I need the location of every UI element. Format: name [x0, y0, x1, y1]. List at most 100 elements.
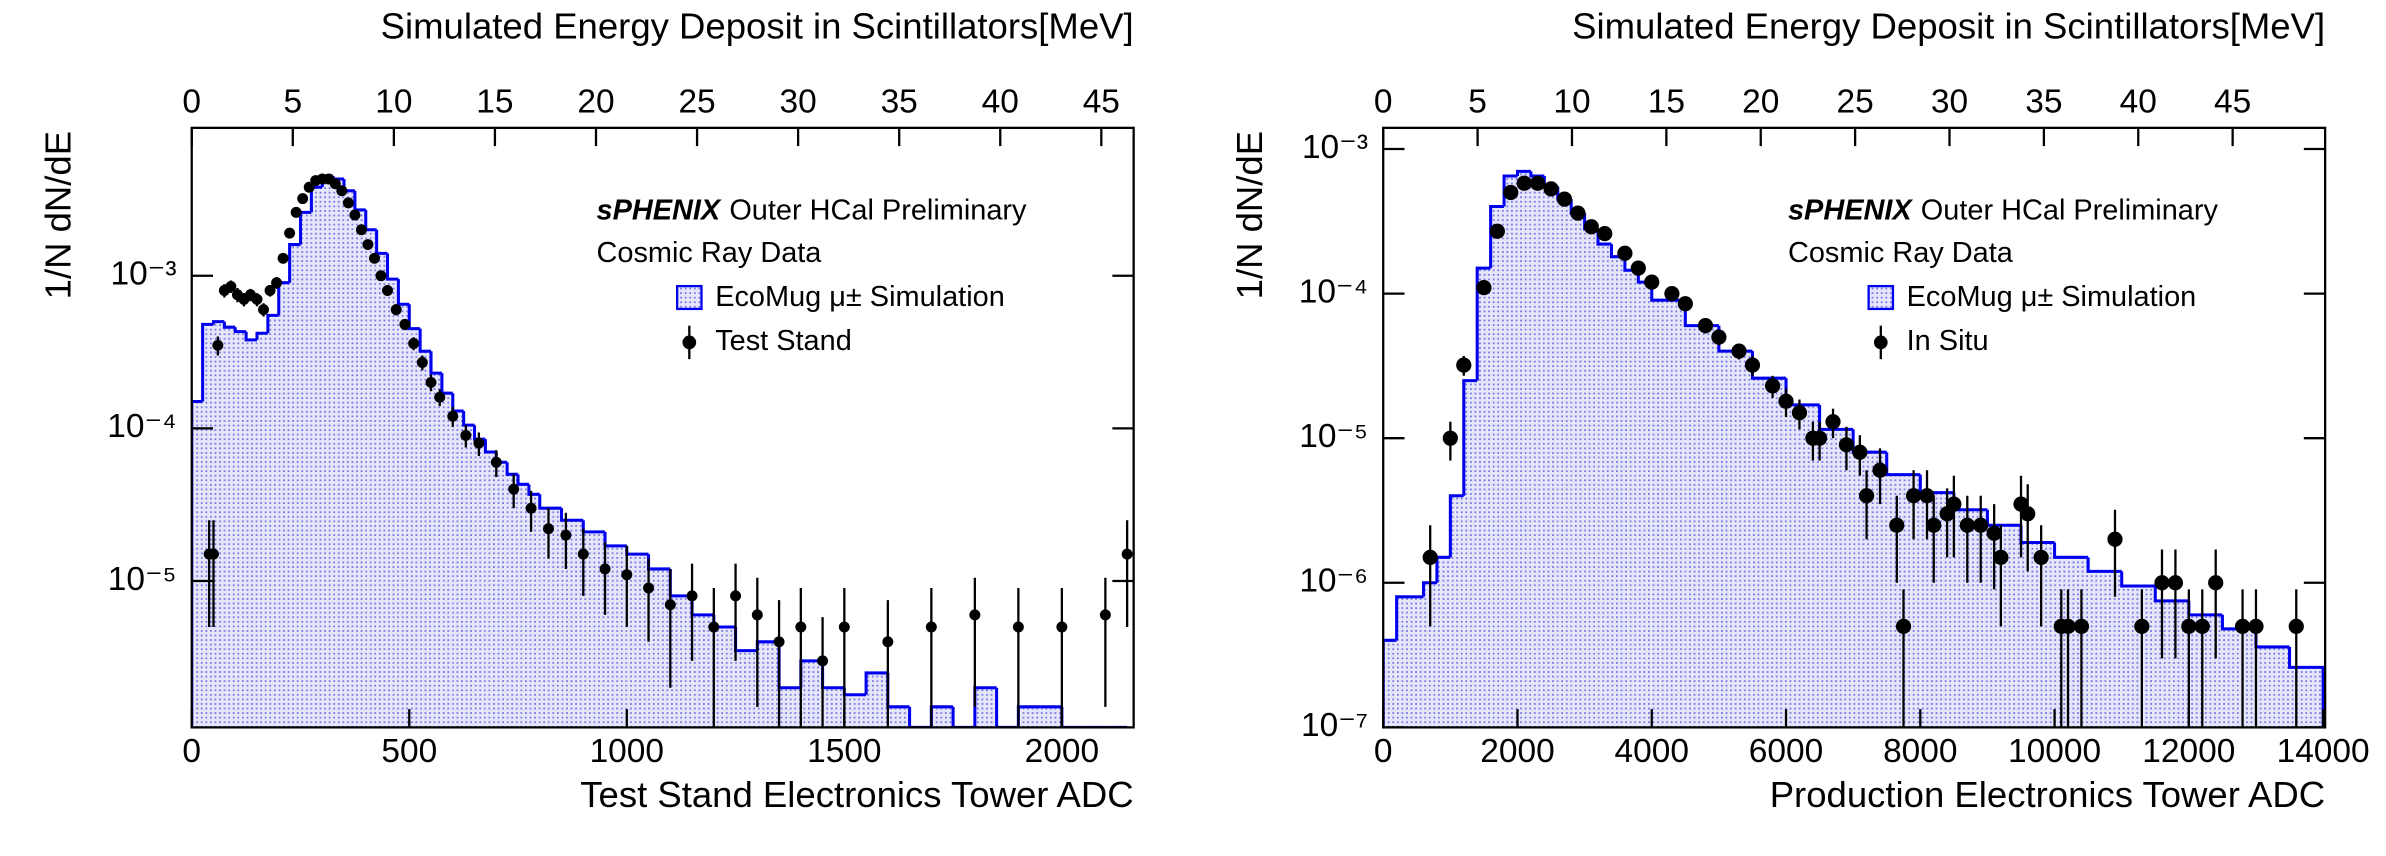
hist-outline	[364, 209, 377, 232]
data-point	[416, 357, 428, 368]
hist-outline	[516, 474, 529, 486]
data-point	[621, 569, 633, 581]
data-point	[1731, 343, 1747, 359]
x-tick-label: 500	[381, 733, 437, 770]
hist-bar	[1819, 429, 1854, 728]
hist-bar	[278, 282, 290, 728]
hist-bar	[1450, 495, 1464, 728]
y-axis-title: 1/N dN/dE	[38, 131, 79, 299]
hist-outline	[211, 320, 225, 325]
data-point	[271, 277, 283, 289]
hist-bar	[398, 304, 410, 728]
hist-outline	[842, 687, 867, 697]
data-point	[2154, 575, 2170, 591]
data-point	[599, 563, 611, 575]
x-axis-title: Test Stand Electronics Tower ADC	[580, 774, 1133, 815]
hist-bar	[1504, 176, 1518, 728]
legend-label: EcoMug μ± Simulation	[1907, 281, 2197, 313]
data-point	[1919, 488, 1935, 504]
x2-tick-label: 20	[577, 83, 614, 120]
hist-bar	[1557, 199, 1572, 728]
hist-outline	[2053, 542, 2089, 559]
data-point	[1858, 488, 1875, 504]
data-point	[473, 437, 485, 449]
hist-outline	[2086, 557, 2122, 573]
hist-bar	[974, 687, 997, 728]
annotation: sPHENIX Outer HCal Preliminary	[1788, 194, 2219, 226]
x-tick-label: 4000	[1615, 733, 1689, 770]
x2-tick-label: 5	[1468, 83, 1487, 120]
hist-bar	[2155, 600, 2189, 728]
data-point	[1926, 517, 1942, 533]
hist-bar	[583, 531, 606, 728]
data-point	[1973, 517, 1989, 533]
annotation: sPHENIX Outer HCal Preliminary	[596, 194, 1027, 226]
data-point	[795, 621, 807, 633]
hist-outline	[407, 304, 421, 331]
hist-bar	[1718, 351, 1753, 728]
hist-outline	[647, 554, 671, 571]
data-point	[1744, 357, 1761, 373]
hist-bar	[1530, 176, 1545, 728]
y-tick-label: 10⁻⁴	[107, 408, 176, 445]
x2-tick-label: 35	[881, 83, 918, 120]
hist-outline	[375, 229, 388, 255]
hist-bar	[713, 626, 736, 728]
hist-outline	[1885, 452, 1921, 477]
hist-bar	[431, 373, 442, 728]
hist-bar	[1624, 270, 1639, 728]
hist-bar	[692, 614, 714, 728]
hist-bar	[344, 190, 355, 728]
hist-bar	[1584, 228, 1599, 728]
hist-bar	[626, 554, 649, 728]
hist-bar	[1040, 706, 1062, 728]
data-point	[1012, 621, 1024, 633]
x-tick-label: 12000	[2142, 733, 2235, 770]
data-point	[390, 304, 402, 316]
hist-bar	[300, 212, 312, 728]
hist-bar	[2088, 571, 2122, 728]
x-tick-label: 0	[182, 733, 201, 770]
data-point	[1959, 517, 1975, 533]
hist-bar	[887, 706, 910, 728]
hist-bar	[931, 706, 954, 728]
hist-bar	[256, 333, 268, 728]
hist-bar	[409, 328, 421, 728]
hist-bar	[779, 687, 801, 728]
x2-tick-label: 30	[780, 83, 817, 120]
data-point	[2073, 618, 2090, 634]
y-tick-label: 10⁻⁶	[1299, 563, 1368, 600]
data-point	[1664, 285, 1680, 302]
hist-bar	[311, 187, 323, 728]
data-point	[297, 193, 309, 205]
x-tick-label: 6000	[1749, 733, 1823, 770]
hist-bar	[1571, 213, 1585, 728]
legend-label: Test Stand	[715, 325, 852, 357]
hist-bar	[800, 660, 823, 728]
data-point	[1630, 260, 1646, 276]
data-point	[2194, 618, 2210, 634]
hist-outline	[951, 706, 975, 728]
hist-outline	[538, 494, 562, 510]
hist-outline	[2288, 646, 2325, 728]
hist-bar	[1436, 557, 1451, 728]
hist-bar	[1463, 380, 1478, 728]
y-tick-label: 10⁻³	[110, 256, 176, 293]
hist-bar	[866, 672, 888, 728]
legend-swatch	[1867, 284, 1895, 311]
data-point	[577, 548, 589, 560]
hist-bar	[267, 315, 279, 728]
data-point	[368, 252, 380, 264]
hist-outline	[1489, 205, 1505, 269]
data-point	[686, 590, 698, 602]
hist-bar	[224, 327, 236, 728]
data-point	[1530, 175, 1546, 191]
data-point	[399, 318, 411, 330]
data-point	[560, 529, 572, 541]
hist-bar	[844, 694, 867, 728]
hist-outline	[385, 253, 399, 281]
annotation: Cosmic Ray Data	[596, 237, 822, 269]
data-point	[969, 609, 981, 621]
hist-bar	[1651, 300, 1686, 728]
hist-bar	[213, 321, 225, 728]
